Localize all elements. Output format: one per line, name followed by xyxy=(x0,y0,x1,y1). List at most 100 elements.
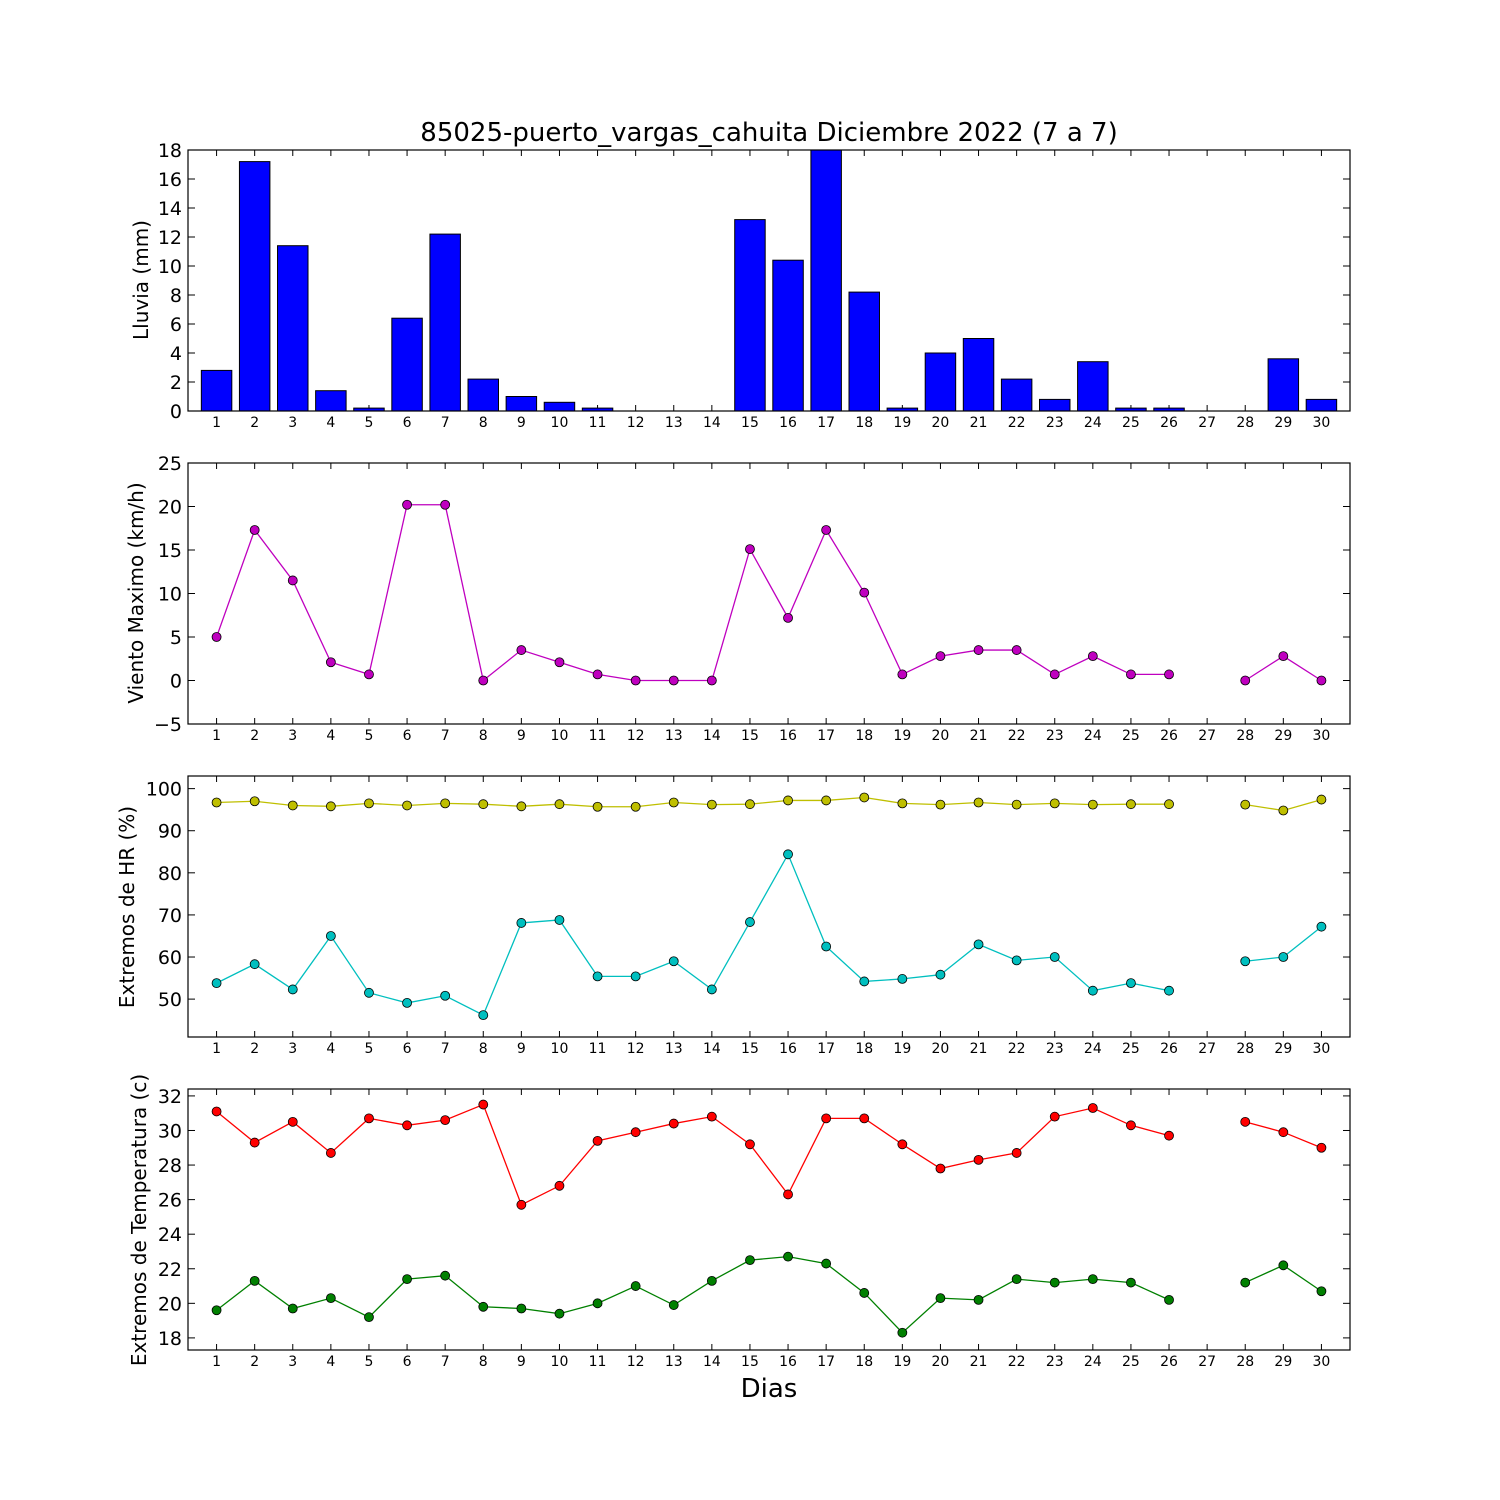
wind-y-tick-label: 0 xyxy=(170,671,182,693)
wind-y-tick-label: 10 xyxy=(158,584,182,606)
humidity-x-tick-label: 3 xyxy=(288,1041,297,1057)
temperature-series-2-point xyxy=(249,1275,260,1286)
humidity-y-tick-label: 90 xyxy=(158,821,182,843)
wind-x-tick-label: 21 xyxy=(970,728,988,744)
temperature-series-2-point xyxy=(554,1308,565,1319)
wind-series-1-point xyxy=(1240,675,1251,686)
rain-bar xyxy=(734,219,766,412)
wind-y-tick-label: 15 xyxy=(158,540,182,562)
wind-x-tick-label: 8 xyxy=(479,728,488,744)
humidity-series-2-point xyxy=(516,918,527,928)
wind-series-1-point xyxy=(783,612,793,623)
temperature-x-tick-label: 20 xyxy=(932,1354,950,1370)
rain-x-tick-label: 10 xyxy=(551,415,569,431)
wind-x-tick-label: 23 xyxy=(1046,728,1064,744)
temperature-series-1-point xyxy=(1164,1130,1174,1141)
humidity-series-1-point xyxy=(554,799,565,810)
wind-series-1-point xyxy=(706,675,717,686)
temperature-x-tick-label: 4 xyxy=(326,1354,335,1370)
humidity-x-tick-label: 13 xyxy=(665,1041,683,1057)
rain-y-tick-label: 8 xyxy=(170,285,182,307)
wind-series-1-point xyxy=(249,525,260,535)
humidity-series-1-point xyxy=(211,797,222,808)
humidity-series-2-point xyxy=(935,969,946,980)
rain-y-tick-label: 6 xyxy=(170,314,182,336)
humidity-x-tick-label: 1 xyxy=(212,1041,221,1057)
wind-x-tick-label: 2 xyxy=(250,728,259,744)
humidity-series-1-point xyxy=(630,801,641,812)
wind-series-1-point xyxy=(402,499,412,510)
humidity-series-2-point xyxy=(745,917,755,927)
humidity-x-tick-label: 10 xyxy=(551,1041,569,1057)
temperature-x-tick-label: 23 xyxy=(1046,1354,1064,1370)
rain-x-tick-label: 2 xyxy=(250,415,259,431)
humidity-x-tick-label: 7 xyxy=(441,1041,450,1057)
wind-x-tick-label: 30 xyxy=(1313,728,1331,744)
humidity-x-tick-label: 29 xyxy=(1274,1041,1292,1057)
wind-x-tick-label: 1 xyxy=(212,728,221,744)
wind-series-1-point xyxy=(1278,651,1289,662)
wind-y-tick-label: 20 xyxy=(158,497,182,519)
humidity-series-1-point xyxy=(745,799,755,810)
temperature-series-2-point xyxy=(1087,1274,1098,1285)
humidity-series-2-point xyxy=(973,939,984,950)
humidity-series-2-point xyxy=(706,984,717,995)
wind-series-1-point xyxy=(211,632,222,642)
humidity-series-2-point xyxy=(630,971,641,982)
wind-series-1-point xyxy=(364,669,374,680)
humidity-series-2-point xyxy=(325,931,336,941)
humidity-x-tick-label: 15 xyxy=(741,1041,759,1057)
wind-series-1-point xyxy=(859,587,870,598)
temperature-series-1-point xyxy=(325,1148,336,1158)
rain-x-tick-label: 19 xyxy=(893,415,911,431)
rain-x-tick-label: 6 xyxy=(403,415,412,431)
humidity-x-tick-label: 22 xyxy=(1008,1041,1026,1057)
humidity-series-2-point xyxy=(554,915,565,925)
temperature-y-tick-label: 22 xyxy=(158,1259,182,1281)
humidity-series-1-point xyxy=(1087,799,1098,810)
humidity-series-1-point xyxy=(402,800,412,811)
temperature-x-tick-label: 5 xyxy=(365,1354,374,1370)
temperature-x-tick-label: 10 xyxy=(551,1354,569,1370)
temperature-y-tick-label: 30 xyxy=(158,1120,182,1142)
temperature-series-1-point xyxy=(249,1137,260,1148)
wind-series-1-point xyxy=(1087,651,1098,662)
temperature-series-1-point xyxy=(287,1116,298,1127)
humidity-series-2-point xyxy=(1278,952,1289,962)
humidity-x-tick-label: 27 xyxy=(1198,1041,1216,1057)
temperature-x-tick-label: 12 xyxy=(627,1354,645,1370)
humidity-series-2-point xyxy=(478,1010,489,1021)
temperature-series-2-point xyxy=(1240,1277,1251,1288)
rain-bar xyxy=(1038,398,1071,412)
humidity-series-1-point xyxy=(516,801,527,812)
rain-x-tick-label: 24 xyxy=(1084,415,1102,431)
wind-x-tick-label: 6 xyxy=(403,728,412,744)
wind-x-tick-label: 25 xyxy=(1122,728,1140,744)
rain-bar xyxy=(772,259,804,412)
rain-bar xyxy=(810,149,842,412)
rain-x-tick-label: 14 xyxy=(703,415,721,431)
temperature-series-2-point xyxy=(1126,1277,1136,1288)
wind-series-1-point xyxy=(1316,675,1327,686)
temperature-series-2-point xyxy=(325,1293,336,1304)
wind-x-tick-label: 16 xyxy=(779,728,797,744)
temperature-x-tick-label: 17 xyxy=(817,1354,835,1370)
wind-series-1-point xyxy=(516,645,527,655)
rain-bar xyxy=(1267,358,1300,412)
humidity-x-tick-label: 16 xyxy=(779,1041,797,1057)
wind-x-tick-label: 17 xyxy=(817,728,835,744)
wind-y-tick-label: 5 xyxy=(170,627,182,649)
humidity-series-2-point xyxy=(783,849,793,860)
wind-series-1-point xyxy=(554,657,565,668)
humidity-x-tick-label: 23 xyxy=(1046,1041,1064,1057)
humidity-x-tick-label: 14 xyxy=(703,1041,721,1057)
wind-x-tick-label: 18 xyxy=(855,728,873,744)
rain-x-tick-label: 1 xyxy=(212,415,221,431)
rain-x-tick-label: 13 xyxy=(665,415,683,431)
rain-x-tick-label: 12 xyxy=(627,415,645,431)
rain-x-tick-label: 8 xyxy=(479,415,488,431)
humidity-x-tick-label: 21 xyxy=(970,1041,988,1057)
